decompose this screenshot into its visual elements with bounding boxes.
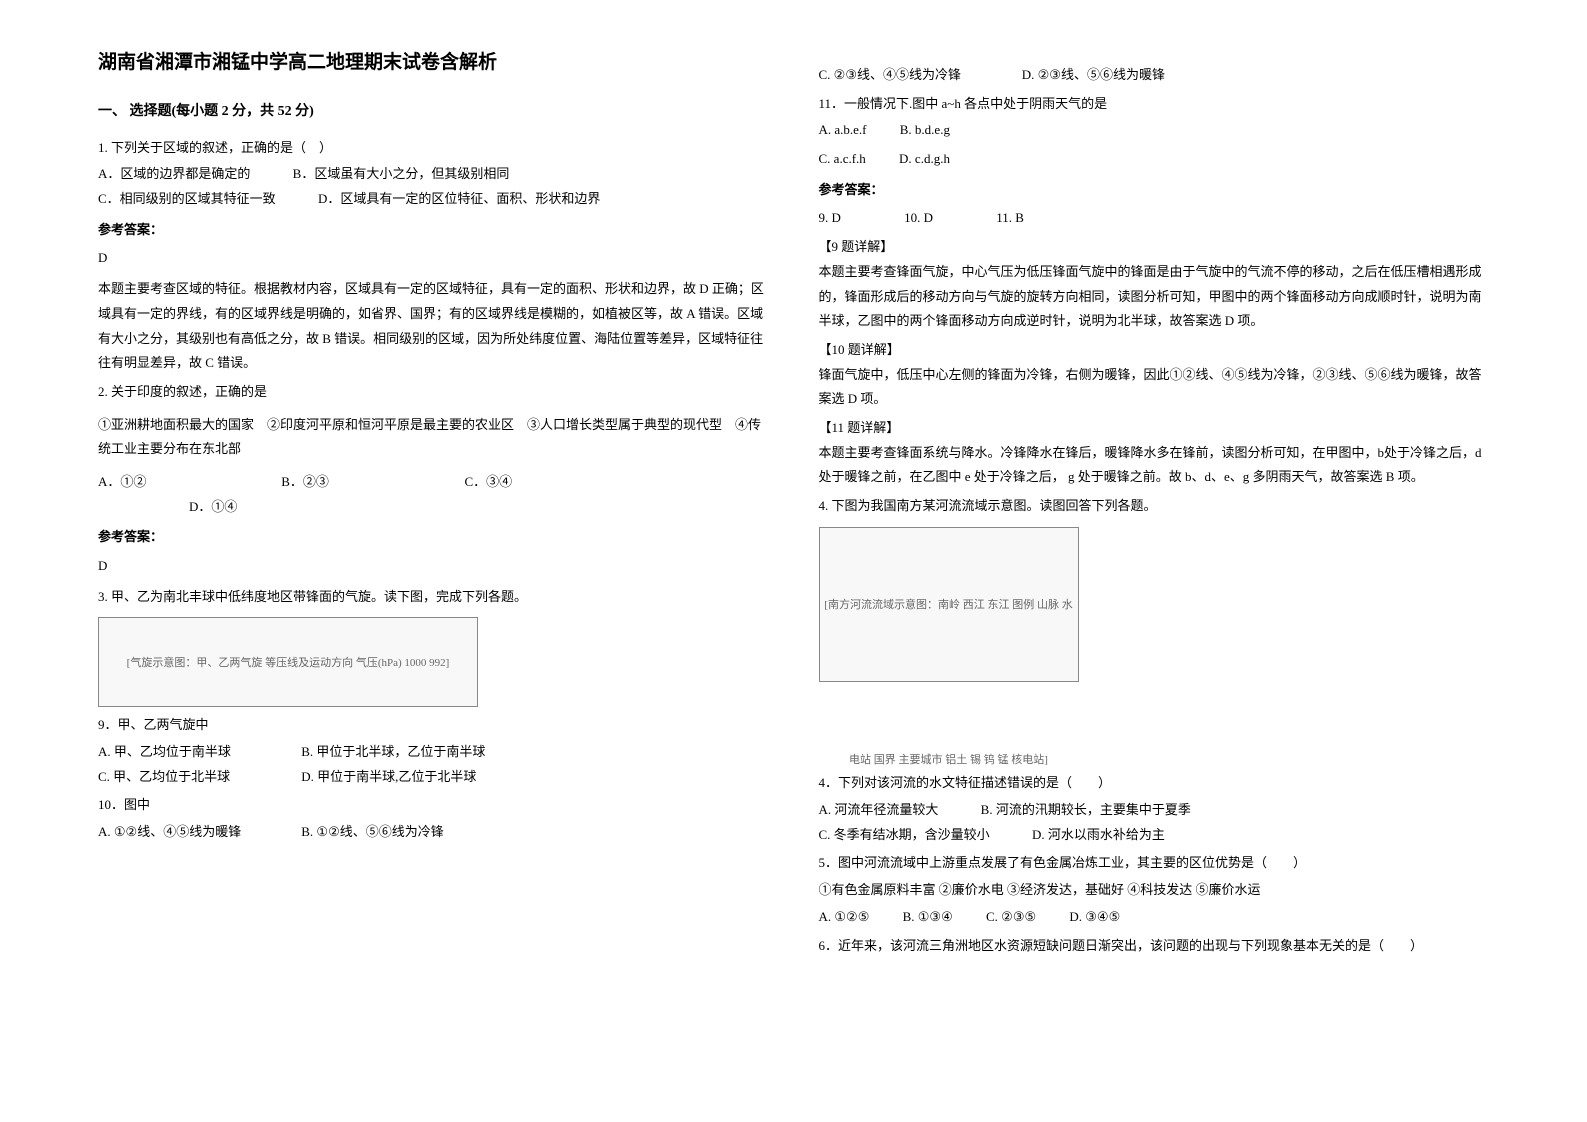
q1-explanation: 本题主要考查区域的特征。根据教材内容，区域具有一定的区域特征，具有一定的面积、形… [98,277,769,376]
q11-opt-b: B. b.d.e.g [900,118,950,143]
q2-opt-c: C．③④ [465,470,645,495]
q5-text: 5．图中河流流域中上游重点发展了有色金属冶炼工业，其主要的区位优势是（ ） [819,851,1490,876]
q4-opt-c: C. 冬季有结冰期，含沙量较小 [819,827,990,842]
q9-detail-header: 【9 题详解】 [819,235,1490,260]
right-column: C. ②③线、④⑤线为冷锋 D. ②③线、⑤⑥线为暖锋 11．一般情况下.图中 … [819,45,1490,962]
q10-opt-b: B. ①②线、⑤⑥线为冷锋 [301,820,501,845]
q5-stem: ①有色金属原料丰富 ②廉价水电 ③经济发达，基础好 ④科技发达 ⑤廉价水运 [819,878,1490,903]
exam-page: 湖南省湘潭市湘锰中学高二地理期末试卷含解析 一、 选择题(每小题 2 分，共 5… [98,45,1489,962]
q9-opt-b: B. 甲位于北半球，乙位于南半球 [301,740,501,765]
q1-opt-b: B．区域虽有大小之分，但其级别相同 [293,166,510,181]
q1-text: 1. 下列关于区域的叙述，正确的是（ ） [98,136,769,161]
q1-answer: D [98,246,769,271]
cyclone-diagram: [气旋示意图：甲、乙两气旋 等压线及运动方向 气压(hPa) 1000 992] [98,617,478,707]
q6-text: 6．近年来，该河流三角洲地区水资源短缺问题日渐突出，该问题的出现与下列现象基本无… [819,934,1490,959]
q11-opt-a: A. a.b.e.f [819,118,867,143]
q2-opt-d: D．①④ [189,495,369,520]
q1-opt-d: D．区域具有一定的区位特征、面积、形状和边界 [318,191,600,206]
ans-10: 10. D [904,206,933,231]
q3-answers: 9. D 10. D 11. B [819,206,1490,231]
question-2: 2. 关于印度的叙述，正确的是 ①亚洲耕地面积最大的国家 ②印度河平原和恒河平原… [98,380,769,579]
q2-text: 2. 关于印度的叙述，正确的是 [98,380,769,405]
q9-opt-d: D. 甲位于南半球,乙位于北半球 [301,765,501,790]
section-header-1: 一、 选择题(每小题 2 分，共 52 分) [98,99,769,126]
q5-options: A. ①②⑤ B. ①③④ C. ②③⑤ D. ③④⑤ [819,905,1490,930]
q2-opt-b: B．②③ [281,470,461,495]
q9-detail: 本题主要考查锋面气旋，中心气压为低压锋面气旋中的锋面是由于气旋中的气流不停的移动… [819,260,1490,334]
q10-text: 10．图中 [98,793,769,818]
q11-opt-c: C. a.c.f.h [819,147,866,172]
q4-opt-d: D. 河水以雨水补给为主 [1032,827,1165,842]
q9-options: A. 甲、乙均位于南半球 B. 甲位于北半球，乙位于南半球 C. 甲、乙均位于北… [98,740,769,789]
q10-options-row2: C. ②③线、④⑤线为冷锋 D. ②③线、⑤⑥线为暖锋 [819,63,1490,88]
q10-options-row1: A. ①②线、④⑤线为暖锋 B. ①②线、⑤⑥线为冷锋 [98,820,769,845]
q9-opt-a: A. 甲、乙均位于南半球 [98,740,298,765]
question-4: 4. 下图为我国南方某河流流域示意图。读图回答下列各题。 [南方河流流域示意图：… [819,494,1490,958]
q1-opt-a: A．区域的边界都是确定的 [98,166,250,181]
q11-detail: 本题主要考查锋面系统与降水。冷锋降水在锋后，暖锋降水多在锋前，读图分析可知，在甲… [819,441,1490,490]
q2-options: A．①② B．②③ C．③④ D．①④ [98,470,769,519]
q11-options-row2: C. a.c.f.h D. c.d.g.h [819,147,1490,172]
q3-text: 3. 甲、乙为南北丰球中低纬度地区带锋面的气旋。读下图，完成下列各题。 [98,585,769,610]
q5-opt-b: B. ①③④ [903,905,953,930]
q2-answer: D [98,554,769,579]
q3-answer-label: 参考答案： [819,178,1490,203]
ans-9: 9. D [819,206,841,231]
q4-text: 4．下列对该河流的水文特征描述错误的是（ ） [819,771,1490,796]
q2-opt-a: A．①② [98,470,278,495]
q1-options: A．区域的边界都是确定的 B．区域虽有大小之分，但其级别相同 C．相同级别的区域… [98,162,769,211]
exam-title: 湖南省湘潭市湘锰中学高二地理期末试卷含解析 [98,45,769,81]
q10-opt-d: D. ②③线、⑤⑥线为暖锋 [1022,63,1222,88]
q10-detail: 锋面气旋中，低压中心左侧的锋面为冷锋，右侧为暖锋，因此①②线、④⑤线为冷锋，②③… [819,363,1490,412]
q2-answer-label: 参考答案： [98,525,769,550]
q1-opt-c: C．相同级别的区域其特征一致 [98,191,276,206]
q11-text: 11．一般情况下.图中 a~h 各点中处于阴雨天气的是 [819,92,1490,117]
q4-opt-a: A. 河流年径流量较大 [819,802,939,817]
q11-detail-header: 【11 题详解】 [819,416,1490,441]
q11-opt-d: D. c.d.g.h [899,147,950,172]
question-3: 3. 甲、乙为南北丰球中低纬度地区带锋面的气旋。读下图，完成下列各题。 [气旋示… [98,585,769,845]
q2-stem: ①亚洲耕地面积最大的国家 ②印度河平原和恒河平原是最主要的农业区 ③人口增长类型… [98,413,769,462]
q5-opt-c: C. ②③⑤ [986,905,1036,930]
q5-opt-d: D. ③④⑤ [1069,905,1120,930]
q9-text: 9．甲、乙两气旋中 [98,713,769,738]
q1-answer-label: 参考答案： [98,218,769,243]
q5-opt-a: A. ①②⑤ [819,905,870,930]
q11-options-row1: A. a.b.e.f B. b.d.e.g [819,118,1490,143]
q4-opt-b: B. 河流的汛期较长，主要集中于夏季 [981,802,1191,817]
q10-opt-a: A. ①②线、④⑤线为暖锋 [98,820,298,845]
q4-options: A. 河流年径流量较大 B. 河流的汛期较长，主要集中于夏季 C. 冬季有结冰期… [819,798,1490,847]
question-1: 1. 下列关于区域的叙述，正确的是（ ） A．区域的边界都是确定的 B．区域虽有… [98,136,769,376]
ans-11: 11. B [996,206,1024,231]
q9-opt-c: C. 甲、乙均位于北半球 [98,765,298,790]
q10-detail-header: 【10 题详解】 [819,338,1490,363]
q4-intro: 4. 下图为我国南方某河流流域示意图。读图回答下列各题。 [819,494,1490,519]
q10-opt-c: C. ②③线、④⑤线为冷锋 [819,63,1019,88]
river-basin-map: [南方河流流域示意图：南岭 西江 东江 图例 山脉 水电站 国界 主要城市 铝土… [819,527,1079,682]
left-column: 湖南省湘潭市湘锰中学高二地理期末试卷含解析 一、 选择题(每小题 2 分，共 5… [98,45,769,962]
